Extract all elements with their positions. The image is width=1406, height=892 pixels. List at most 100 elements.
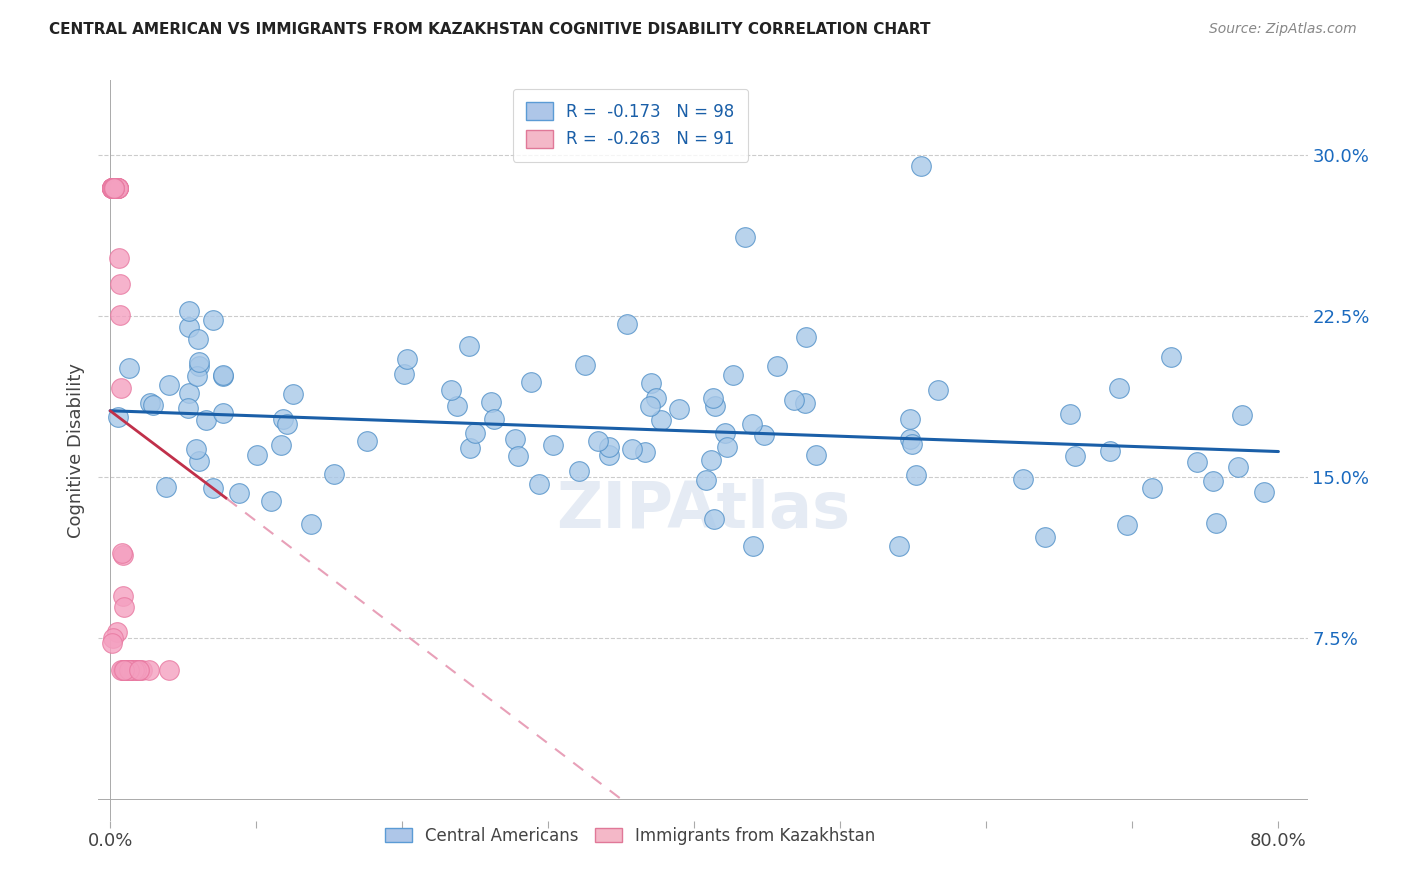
Point [260,494,283,508]
Point [118,664,141,678]
Point [650,412,672,426]
Point [702,391,724,405]
Point [100,180,122,194]
Point [187,355,209,369]
Point [105,180,128,194]
Point [114,664,136,678]
Point [101,180,124,194]
Point [396,352,419,367]
Point [118,361,141,376]
Point [112,599,135,614]
Point [104,180,127,194]
Point [118,664,141,678]
Point [118,664,141,678]
Point [101,180,124,194]
Text: ZIPAtlas: ZIPAtlas [555,479,851,541]
Point [115,664,138,678]
Point [101,180,124,194]
Point [125,664,148,678]
Point [1059,407,1081,421]
Point [460,442,482,456]
Point [392,368,415,382]
Point [714,425,737,440]
Point [806,448,828,462]
Point [100,180,122,194]
Point [107,180,129,194]
Point [1098,443,1121,458]
Point [103,180,125,194]
Point [621,442,644,456]
Point [186,369,208,384]
Point [765,359,787,373]
Point [101,180,124,194]
Point [1185,454,1208,468]
Point [574,358,596,372]
Point [112,664,135,678]
Point [128,664,150,678]
Point [118,664,141,678]
Point [108,251,131,265]
Point [616,317,638,331]
Point [898,433,921,447]
Point [104,180,127,194]
Point [741,417,763,432]
Point [104,180,127,194]
Point [138,664,160,678]
Point [188,359,211,373]
Point [107,410,129,425]
Point [1063,449,1085,463]
Point [598,440,620,454]
Point [139,396,162,410]
Point [128,664,150,678]
Point [186,332,208,346]
Point [700,452,723,467]
Point [107,180,129,194]
Point [105,180,128,194]
Point [114,664,136,678]
Point [645,391,668,405]
Point [503,432,526,446]
Point [887,539,910,553]
Point [752,428,775,442]
Point [122,664,145,678]
Point [668,402,690,417]
Point [1140,481,1163,495]
Point [105,180,128,194]
Text: Source: ZipAtlas.com: Source: ZipAtlas.com [1209,22,1357,37]
Point [103,180,125,194]
Point [101,632,124,646]
Point [104,180,127,194]
Point [117,664,139,678]
Point [101,180,124,194]
Point [276,417,298,431]
Point [188,454,211,468]
Point [177,386,200,401]
Point [179,304,201,318]
Point [101,180,124,194]
Point [131,664,153,678]
Point [155,480,177,494]
Text: CENTRAL AMERICAN VS IMMIGRANTS FROM KAZAKHSTAN COGNITIVE DISABILITY CORRELATION : CENTRAL AMERICAN VS IMMIGRANTS FROM KAZA… [49,22,931,37]
Point [100,180,122,194]
Point [157,378,180,392]
Point [440,383,463,397]
Point [100,180,122,194]
Point [120,664,142,678]
Point [105,180,128,194]
Point [100,180,122,194]
Point [112,664,135,678]
Point [107,180,129,194]
Point [177,401,200,415]
Point [103,180,125,194]
Point [100,180,122,194]
Point [103,180,125,194]
Point [734,230,756,244]
Point [1205,516,1227,531]
Point [796,330,818,344]
Point [1033,530,1056,544]
Point [323,467,346,481]
Point [125,664,148,678]
Legend: Central Americans, Immigrants from Kazakhstan: Central Americans, Immigrants from Kazak… [377,818,884,853]
Point [211,368,233,382]
Point [1012,472,1035,486]
